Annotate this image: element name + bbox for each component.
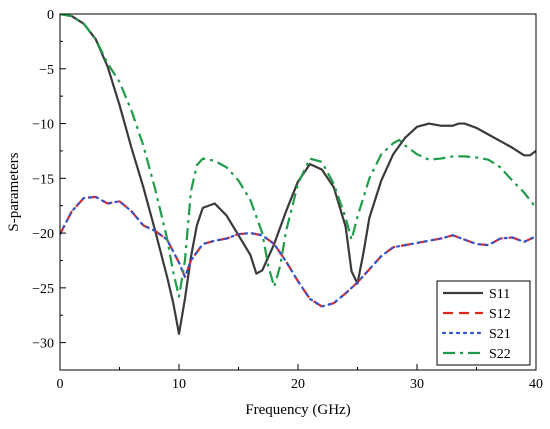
series-line-s22 <box>60 14 536 298</box>
x-tick-label: 0 <box>57 377 64 392</box>
series-line-s12 <box>60 195 536 308</box>
legend-label-s12: S12 <box>489 307 511 322</box>
y-axis-ticks: 0 −5 −10 −15 −20 −25 −30 <box>32 8 66 352</box>
y-tick-label: −15 <box>32 172 54 187</box>
y-tick-label: −5 <box>39 63 54 78</box>
x-axis-label: Frequency (GHz) <box>245 402 350 418</box>
y-tick-label: −30 <box>32 337 54 352</box>
legend-label-s11: S11 <box>489 287 510 302</box>
y-axis-label: S-parameters <box>6 152 22 231</box>
x-axis-ticks: 0 10 20 30 40 <box>57 364 543 392</box>
x-tick-label: 10 <box>172 377 186 392</box>
curves-layer <box>60 14 536 335</box>
y-tick-label: −20 <box>32 227 54 242</box>
y-tick-label: −25 <box>32 282 54 297</box>
y-tick-label: −10 <box>32 118 54 133</box>
x-tick-label: 40 <box>529 377 543 392</box>
legend: S11 S12 S21 S22 <box>436 280 531 366</box>
legend-label-s22: S22 <box>489 347 511 362</box>
x-tick-label: 30 <box>410 377 424 392</box>
x-tick-label: 20 <box>291 377 305 392</box>
legend-label-s21: S21 <box>489 327 511 342</box>
y-tick-label: 0 <box>47 8 54 23</box>
legend-box <box>436 280 531 366</box>
